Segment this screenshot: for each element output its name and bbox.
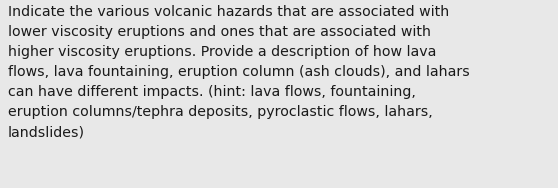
Text: Indicate the various volcanic hazards that are associated with
lower viscosity e: Indicate the various volcanic hazards th… bbox=[8, 5, 470, 139]
